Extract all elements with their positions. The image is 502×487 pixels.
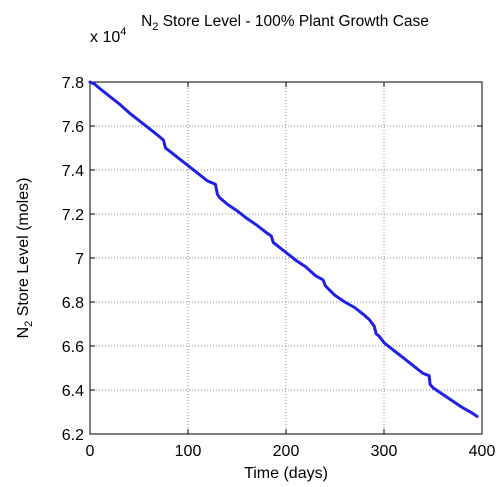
y-tick-label: 7.8	[62, 75, 84, 92]
y-axis-label: N2 Store Level (moles)	[15, 178, 35, 339]
y-tick-label: 7	[75, 251, 84, 268]
x-tick-label: 100	[175, 443, 202, 460]
y-tick-label: 6.4	[62, 383, 84, 400]
y-tick-label: 6.6	[62, 339, 84, 356]
title-rest: Store Level - 100% Plant Growth Case	[158, 13, 429, 30]
x-tick-label: 400	[469, 443, 496, 460]
ylabel-rest: Store Level (moles)	[15, 178, 32, 321]
x-axis-label: Time (days)	[244, 465, 328, 482]
y-tick-label: 7.4	[62, 163, 84, 180]
ylabel-n: N	[15, 327, 32, 339]
title-subscript-2: 2	[152, 21, 158, 33]
y-tick-label: 7.2	[62, 207, 84, 224]
y-tick-label: 6.2	[62, 427, 84, 444]
x-tick-label: 0	[86, 443, 95, 460]
chart-title: N2 Store Level - 100% Plant Growth Case	[141, 13, 429, 33]
exponent-base: x 10	[90, 29, 120, 46]
grid-lines	[90, 82, 482, 434]
x-tick-label: 200	[273, 443, 300, 460]
n2-store-line	[88, 80, 479, 418]
title-n: N	[141, 13, 152, 30]
x-tick-label: 300	[371, 443, 398, 460]
axis-ticks	[89, 81, 483, 435]
y-tick-label: 7.6	[62, 119, 84, 136]
y-exponent-label: x 104	[90, 26, 126, 46]
y-tick-label: 6.8	[62, 295, 84, 312]
exponent-power: 4	[120, 26, 126, 38]
ylabel-subscript-2: 2	[23, 321, 35, 327]
axis-tick-labels: 0 100 200 300 400 6.2 6.4 6.6 6.8 7 7.2 7.4 7.6 7.8	[62, 75, 496, 460]
